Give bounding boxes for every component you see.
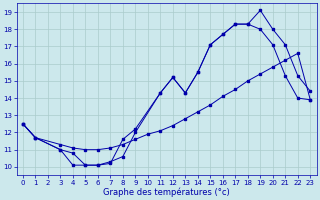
X-axis label: Graphe des températures (°c): Graphe des températures (°c): [103, 187, 230, 197]
